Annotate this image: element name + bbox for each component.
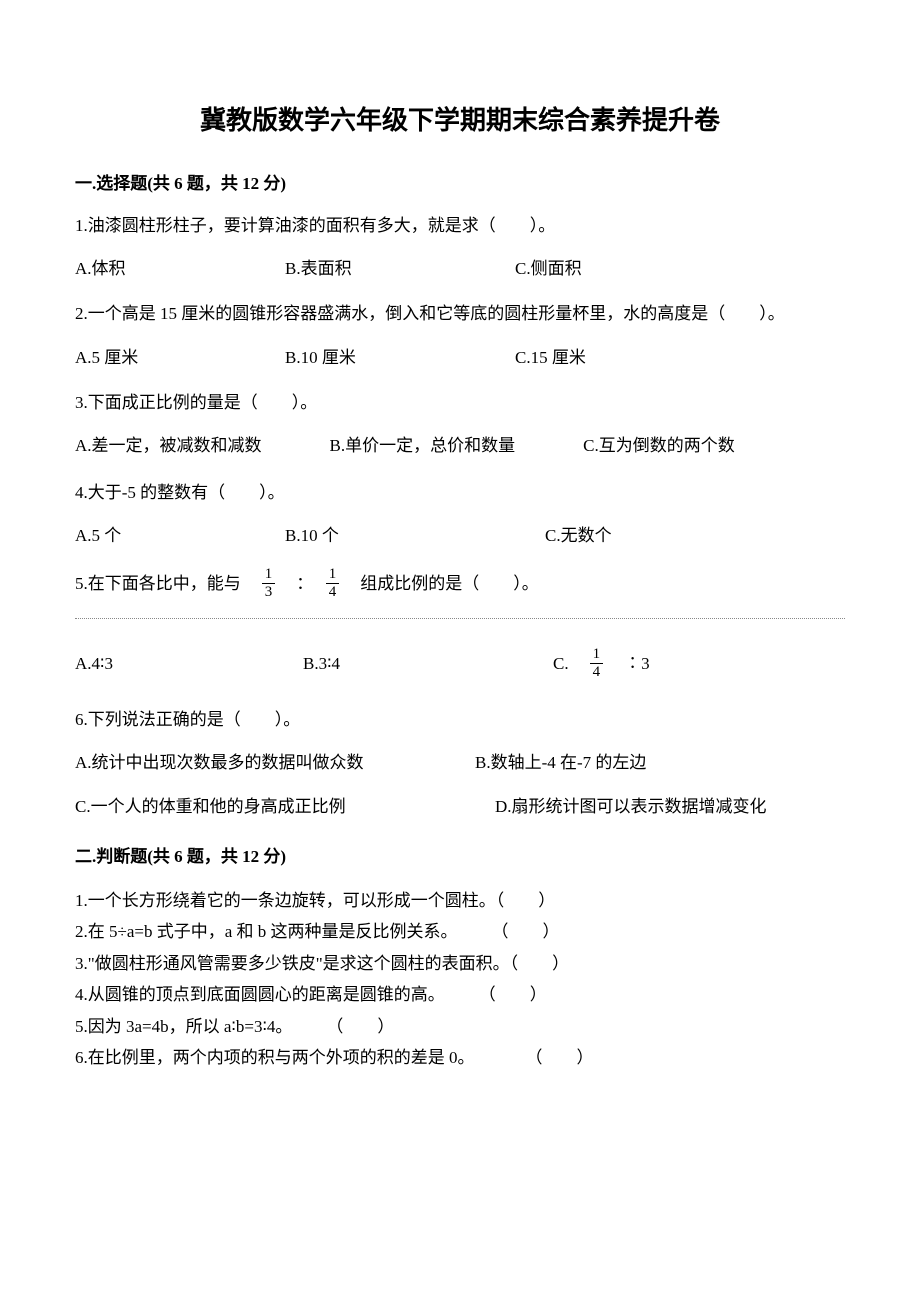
q3-option-a: A.差一定，被减数和减数 [75,436,262,455]
q5-c-suffix: ∶3 [607,650,650,677]
q5-f3-num: 1 [590,647,604,664]
q5-prefix: 5.在下面各比中，能与 [75,570,258,597]
question-3-options: A.差一定，被减数和减数 B.单价一定，总价和数量 C.互为倒数的两个数 [75,432,845,461]
q5-suffix: 组成比例的是（ ）。 [343,570,539,597]
question-1: 1.油漆圆柱形柱子，要计算油漆的面积有多大，就是求（ ）。 A.体积 B.表面积… [75,212,845,282]
q1-option-a: A.体积 [75,255,275,282]
judge-item-4: 4.从圆锥的顶点到底面圆圆心的距离是圆锥的高。 （ ） [75,979,845,1010]
question-3: 3.下面成正比例的量是（ ）。 A.差一定，被减数和减数 B.单价一定，总价和数… [75,389,845,461]
q2-option-c: C.15 厘米 [515,344,586,371]
q3-option-b: B.单价一定，总价和数量 [330,436,516,455]
q5-mid: ： [279,570,322,597]
question-1-options: A.体积 B.表面积 C.侧面积 [75,255,845,282]
q4-option-a: A.5 个 [75,522,275,549]
q5-fraction-3: 1 4 [590,647,604,680]
q6-option-b: B.数轴上-4 在-7 的左边 [475,749,646,776]
question-4: 4.大于-5 的整数有（ ）。 A.5 个 B.10 个 C.无数个 [75,479,845,549]
q2-option-a: A.5 厘米 [75,344,275,371]
question-4-text: 4.大于-5 的整数有（ ）。 [75,479,845,506]
question-5-text: 5.在下面各比中，能与 1 3 ： 1 4 组成比例的是（ ）。 [75,567,845,600]
question-4-options: A.5 个 B.10 个 C.无数个 [75,522,845,549]
question-2-text: 2.一个高是 15 厘米的圆锥形容器盛满水，倒入和它等底的圆柱形量杯里，水的高度… [75,300,845,327]
q5-f1-num: 1 [262,567,276,584]
judge-item-3: 3."做圆柱形通风管需要多少铁皮"是求这个圆柱的表面积。（ ） [75,948,845,979]
q4-option-b: B.10 个 [285,522,535,549]
q5-option-a: A.4∶3 [75,650,293,677]
judge-item-2: 2.在 5÷a=b 式子中，a 和 b 这两种量是反比例关系。 （ ） [75,916,845,947]
q5-f2-num: 1 [326,567,340,584]
question-1-text: 1.油漆圆柱形柱子，要计算油漆的面积有多大，就是求（ ）。 [75,212,845,239]
question-6-text: 6.下列说法正确的是（ ）。 [75,706,845,733]
q6-option-d: D.扇形统计图可以表示数据增减变化 [495,793,767,820]
judge-item-6: 6.在比例里，两个内项的积与两个外项的积的差是 0。 （ ） [75,1042,845,1073]
question-5-options-block: A.4∶3 B.3∶4 C. 1 4 ∶3 [75,647,845,680]
question-5: 5.在下面各比中，能与 1 3 ： 1 4 组成比例的是（ ）。 [75,567,845,600]
q5-f3-den: 4 [590,664,604,680]
q5-option-b: B.3∶4 [303,650,543,677]
q3-option-c: C.互为倒数的两个数 [583,436,735,455]
question-3-text: 3.下面成正比例的量是（ ）。 [75,389,845,416]
page-title: 冀教版数学六年级下学期期末综合素养提升卷 [75,100,845,137]
question-5-options: A.4∶3 B.3∶4 C. 1 4 ∶3 [75,647,845,680]
question-6-row2: C.一个人的体重和他的身高成正比例 D.扇形统计图可以表示数据增减变化 [75,793,845,820]
q6-option-c: C.一个人的体重和他的身高成正比例 [75,793,485,820]
judge-list: 1.一个长方形绕着它的一条边旋转，可以形成一个圆柱。（ ） 2.在 5÷a=b … [75,885,845,1074]
judge-item-1: 1.一个长方形绕着它的一条边旋转，可以形成一个圆柱。（ ） [75,885,845,916]
q5-c-prefix: C. [553,650,586,677]
question-6-row1: A.统计中出现次数最多的数据叫做众数 B.数轴上-4 在-7 的左边 [75,749,845,776]
question-2: 2.一个高是 15 厘米的圆锥形容器盛满水，倒入和它等底的圆柱形量杯里，水的高度… [75,300,845,370]
question-2-options: A.5 厘米 B.10 厘米 C.15 厘米 [75,344,845,371]
section1-header: 一.选择题(共 6 题，共 12 分) [75,169,845,194]
q5-f2-den: 4 [326,584,340,600]
q5-f1-den: 3 [262,584,276,600]
question-6: 6.下列说法正确的是（ ）。 A.统计中出现次数最多的数据叫做众数 B.数轴上-… [75,706,845,820]
q5-fraction-2: 1 4 [326,567,340,600]
q5-option-c: C. 1 4 ∶3 [553,647,650,680]
judge-item-5: 5.因为 3a=4b，所以 a∶b=3∶4。 （ ） [75,1011,845,1042]
q1-option-b: B.表面积 [285,255,505,282]
dotted-separator [75,618,845,619]
q1-option-c: C.侧面积 [515,255,582,282]
q6-option-a: A.统计中出现次数最多的数据叫做众数 [75,749,465,776]
q5-fraction-1: 1 3 [262,567,276,600]
q2-option-b: B.10 厘米 [285,344,505,371]
section2-header: 二.判断题(共 6 题，共 12 分) [75,842,845,867]
q4-option-c: C.无数个 [545,522,612,549]
